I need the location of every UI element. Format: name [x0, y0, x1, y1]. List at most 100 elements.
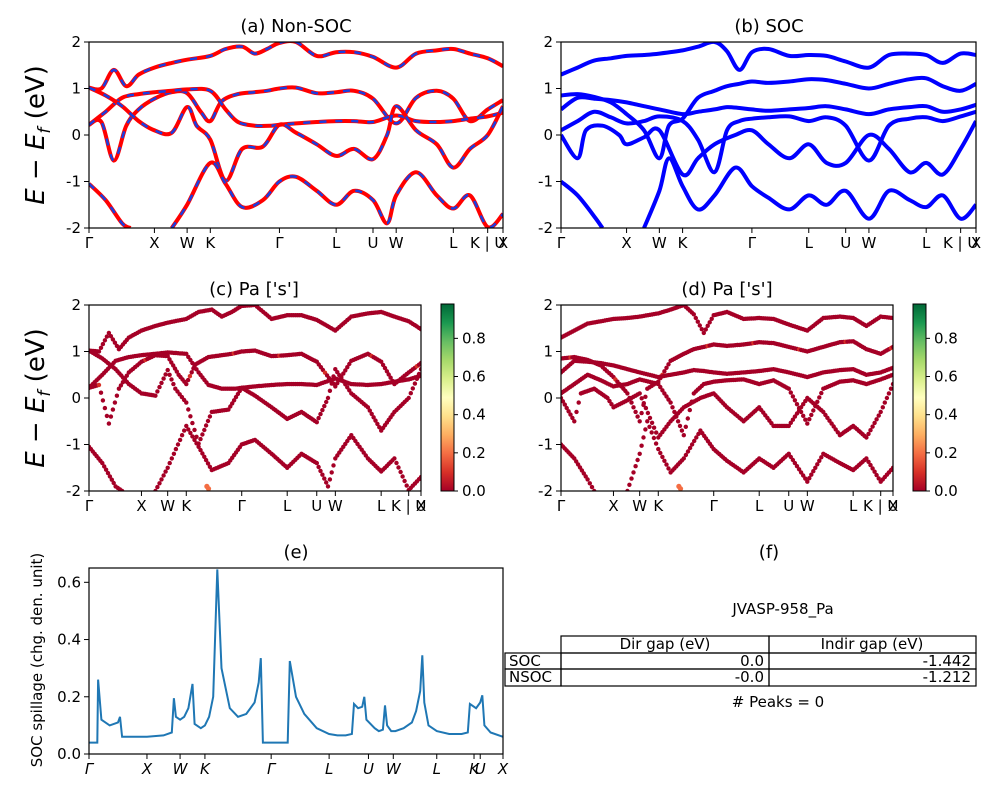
- x-tick-label: W: [800, 497, 815, 515]
- band-point: [817, 458, 822, 463]
- band-point: [322, 403, 327, 409]
- band-point: [662, 458, 667, 463]
- band-point: [112, 400, 118, 405]
- band-point: [331, 463, 336, 468]
- band-point: [161, 473, 166, 478]
- band-point: [670, 405, 675, 410]
- band-point: [369, 411, 374, 417]
- band-point: [627, 482, 632, 487]
- band-point: [788, 454, 793, 460]
- y-tick-label: 2: [543, 296, 553, 314]
- y-tick-label: 2: [71, 33, 81, 51]
- gap-table: Dir gap (eV) Indir gap (eV) SOC 0.0 -1.4…: [504, 635, 977, 687]
- band-point: [864, 435, 869, 440]
- band-point: [805, 479, 810, 484]
- panel-e-axes: 0.00.20.40.6Γ X W K Γ L U W L KU X: [57, 567, 509, 778]
- band-point: [203, 423, 209, 428]
- band-point: [656, 446, 661, 452]
- band-point: [589, 484, 595, 490]
- band-point: [876, 413, 881, 418]
- band-point: [685, 416, 690, 421]
- band-point: [689, 442, 695, 447]
- band-point: [382, 365, 388, 371]
- band-point: [100, 341, 106, 347]
- y-tick-label: -1: [538, 173, 553, 191]
- band-point: [169, 456, 174, 461]
- band-point: [167, 372, 172, 377]
- band-point: [645, 419, 650, 424]
- panel-f-title: (f): [759, 542, 779, 563]
- band-point: [801, 402, 806, 407]
- band-point: [807, 476, 812, 481]
- band-point: [231, 398, 237, 403]
- material-id: JVASP-958_Pa: [731, 600, 833, 619]
- band-point: [629, 476, 634, 481]
- band-point: [633, 464, 638, 469]
- x-tick-label: Γ: [267, 760, 277, 778]
- band-point: [683, 452, 689, 458]
- table-row-label: NSOC: [509, 668, 552, 686]
- band-point: [341, 371, 346, 376]
- band-point: [184, 381, 189, 387]
- axes-frame: [88, 304, 422, 492]
- band-point: [668, 400, 673, 405]
- y-tick-label: 0: [543, 126, 553, 144]
- band-point: [185, 377, 191, 383]
- band-point: [629, 400, 634, 405]
- y-tick-label: 0.2: [57, 688, 81, 706]
- band-point: [200, 432, 205, 437]
- y-tick-label: -2: [538, 219, 553, 237]
- band-line-dashed: [89, 86, 503, 162]
- x-tick-label: W: [328, 497, 343, 515]
- x-tick-label: W: [173, 760, 189, 778]
- x-tick-label: X: [497, 760, 509, 778]
- band-point: [676, 483, 682, 489]
- x-tick-label: W: [160, 497, 175, 515]
- band-point: [327, 477, 333, 482]
- x-tick-label: L: [849, 497, 858, 515]
- x-tick-label: K: [678, 234, 689, 252]
- panel-c-title: (c) Pa ['s']: [209, 279, 299, 300]
- x-tick-label: W: [862, 234, 877, 252]
- band-point: [654, 430, 659, 435]
- band-line: [89, 182, 132, 228]
- band-point: [188, 414, 193, 419]
- band-point: [792, 398, 798, 403]
- band-point: [662, 369, 667, 374]
- band-point: [102, 405, 108, 411]
- x-tick-label: W: [180, 234, 195, 252]
- x-tick-label: X: [888, 497, 898, 515]
- band-line: [89, 42, 503, 92]
- band-point: [186, 427, 191, 432]
- x-tick-label: U: [368, 234, 379, 252]
- band-point: [683, 424, 688, 429]
- band-point: [190, 420, 195, 426]
- band-point: [792, 460, 798, 466]
- y-tick-label: 0.6: [57, 573, 81, 591]
- band-point: [314, 420, 319, 425]
- band-point: [104, 334, 110, 339]
- axes-frame: [88, 41, 504, 229]
- panel-c-ylabel: E − Ef (eV): [21, 328, 55, 468]
- band-point: [329, 470, 334, 475]
- x-tick-label: K: [181, 497, 192, 515]
- band-point: [124, 373, 129, 378]
- band-point: [705, 323, 710, 328]
- band-point: [318, 411, 323, 417]
- band-point: [813, 465, 818, 470]
- band-point: [809, 412, 814, 418]
- band-point: [699, 327, 704, 332]
- y-tick-label: -1: [66, 436, 81, 454]
- x-tick-label: W: [652, 234, 667, 252]
- x-tick-label: X: [608, 497, 618, 515]
- band-point: [864, 456, 869, 461]
- x-tick-label: K: [200, 760, 211, 778]
- colorbar-gradient: [912, 303, 927, 492]
- band-point: [416, 371, 421, 377]
- band-point: [664, 394, 669, 399]
- x-tick-label: L: [332, 234, 341, 252]
- band-point: [792, 414, 798, 419]
